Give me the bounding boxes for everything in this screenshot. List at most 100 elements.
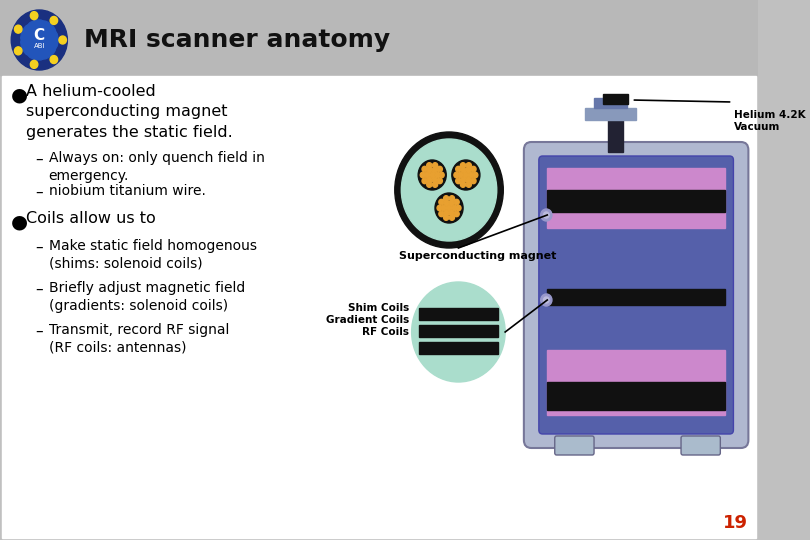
Text: –: – xyxy=(36,240,43,255)
Circle shape xyxy=(444,200,449,206)
Circle shape xyxy=(422,166,427,172)
Text: MRI scanner anatomy: MRI scanner anatomy xyxy=(84,28,390,52)
Bar xyxy=(419,308,497,320)
Text: –: – xyxy=(36,324,43,339)
Circle shape xyxy=(439,211,444,217)
Circle shape xyxy=(427,182,432,187)
FancyBboxPatch shape xyxy=(555,436,594,455)
Circle shape xyxy=(439,172,444,178)
Circle shape xyxy=(461,167,466,173)
Circle shape xyxy=(433,182,437,187)
Circle shape xyxy=(427,167,433,173)
Circle shape xyxy=(461,177,466,183)
Circle shape xyxy=(21,16,28,24)
Bar xyxy=(419,342,497,354)
Circle shape xyxy=(435,172,440,178)
Text: ABI: ABI xyxy=(33,43,45,49)
Circle shape xyxy=(433,177,437,183)
Circle shape xyxy=(472,172,478,178)
Circle shape xyxy=(458,172,463,178)
Circle shape xyxy=(57,47,64,55)
Circle shape xyxy=(394,132,503,248)
Circle shape xyxy=(50,56,58,64)
Circle shape xyxy=(401,139,497,241)
Circle shape xyxy=(454,172,459,178)
Text: Superconducting magnet: Superconducting magnet xyxy=(399,251,556,261)
Circle shape xyxy=(444,210,449,215)
Text: Coils allow us to: Coils allow us to xyxy=(26,211,156,226)
Circle shape xyxy=(424,172,429,178)
Circle shape xyxy=(541,294,552,306)
Circle shape xyxy=(20,20,58,60)
Circle shape xyxy=(21,56,28,64)
Circle shape xyxy=(59,36,66,44)
Circle shape xyxy=(12,36,19,44)
Circle shape xyxy=(11,10,67,70)
Bar xyxy=(585,108,636,120)
Circle shape xyxy=(427,163,432,168)
Circle shape xyxy=(468,172,474,178)
Bar xyxy=(548,350,725,415)
Circle shape xyxy=(435,193,463,223)
Text: Always on: only quench field in
emergency.: Always on: only quench field in emergenc… xyxy=(49,151,265,183)
Circle shape xyxy=(460,163,466,168)
Bar xyxy=(419,325,497,337)
Circle shape xyxy=(433,167,437,173)
Text: –: – xyxy=(36,185,43,200)
Text: C: C xyxy=(34,29,45,44)
Circle shape xyxy=(437,205,442,211)
Circle shape xyxy=(30,12,38,19)
Circle shape xyxy=(460,182,466,187)
Circle shape xyxy=(544,212,549,218)
Bar xyxy=(0,0,757,75)
Circle shape xyxy=(471,166,476,172)
Text: Briefly adjust magnetic field
(gradients: solenoid coils): Briefly adjust magnetic field (gradients… xyxy=(49,281,245,313)
Circle shape xyxy=(437,166,442,172)
Circle shape xyxy=(456,166,461,172)
Circle shape xyxy=(466,163,471,168)
Circle shape xyxy=(57,25,64,33)
Circle shape xyxy=(439,199,444,205)
Circle shape xyxy=(544,297,549,303)
Circle shape xyxy=(30,60,38,69)
Circle shape xyxy=(444,215,449,220)
Circle shape xyxy=(450,215,454,220)
Circle shape xyxy=(449,200,454,206)
Circle shape xyxy=(444,195,449,201)
Circle shape xyxy=(463,172,468,178)
Bar xyxy=(548,382,725,410)
Text: ●: ● xyxy=(11,85,28,104)
Bar xyxy=(548,289,725,305)
Circle shape xyxy=(422,178,427,184)
Circle shape xyxy=(40,60,49,69)
Bar xyxy=(594,98,627,108)
Circle shape xyxy=(437,178,442,184)
Circle shape xyxy=(449,210,454,215)
Circle shape xyxy=(433,163,437,168)
FancyBboxPatch shape xyxy=(524,142,748,448)
Circle shape xyxy=(50,16,58,24)
Circle shape xyxy=(441,205,446,211)
Circle shape xyxy=(452,160,480,190)
Circle shape xyxy=(420,172,425,178)
Bar xyxy=(548,190,725,212)
Text: Make static field homogenous
(shims: solenoid coils): Make static field homogenous (shims: sol… xyxy=(49,239,257,271)
Circle shape xyxy=(541,209,552,221)
Circle shape xyxy=(451,205,457,211)
Text: niobium titanium wire.: niobium titanium wire. xyxy=(49,184,206,198)
Circle shape xyxy=(446,205,452,211)
Text: 19: 19 xyxy=(723,514,748,532)
Circle shape xyxy=(429,172,435,178)
Text: –: – xyxy=(36,282,43,297)
Text: –: – xyxy=(36,152,43,167)
FancyBboxPatch shape xyxy=(539,156,733,434)
Circle shape xyxy=(466,167,471,173)
Text: Shim Coils
Gradient Coils
RF Coils: Shim Coils Gradient Coils RF Coils xyxy=(326,303,409,336)
Bar xyxy=(2,76,756,538)
Circle shape xyxy=(418,160,446,190)
Circle shape xyxy=(15,25,22,33)
Bar xyxy=(548,168,725,228)
Text: Transmit, record RF signal
(RF coils: antennas): Transmit, record RF signal (RF coils: an… xyxy=(49,323,229,355)
Circle shape xyxy=(40,12,49,19)
Circle shape xyxy=(466,177,471,183)
